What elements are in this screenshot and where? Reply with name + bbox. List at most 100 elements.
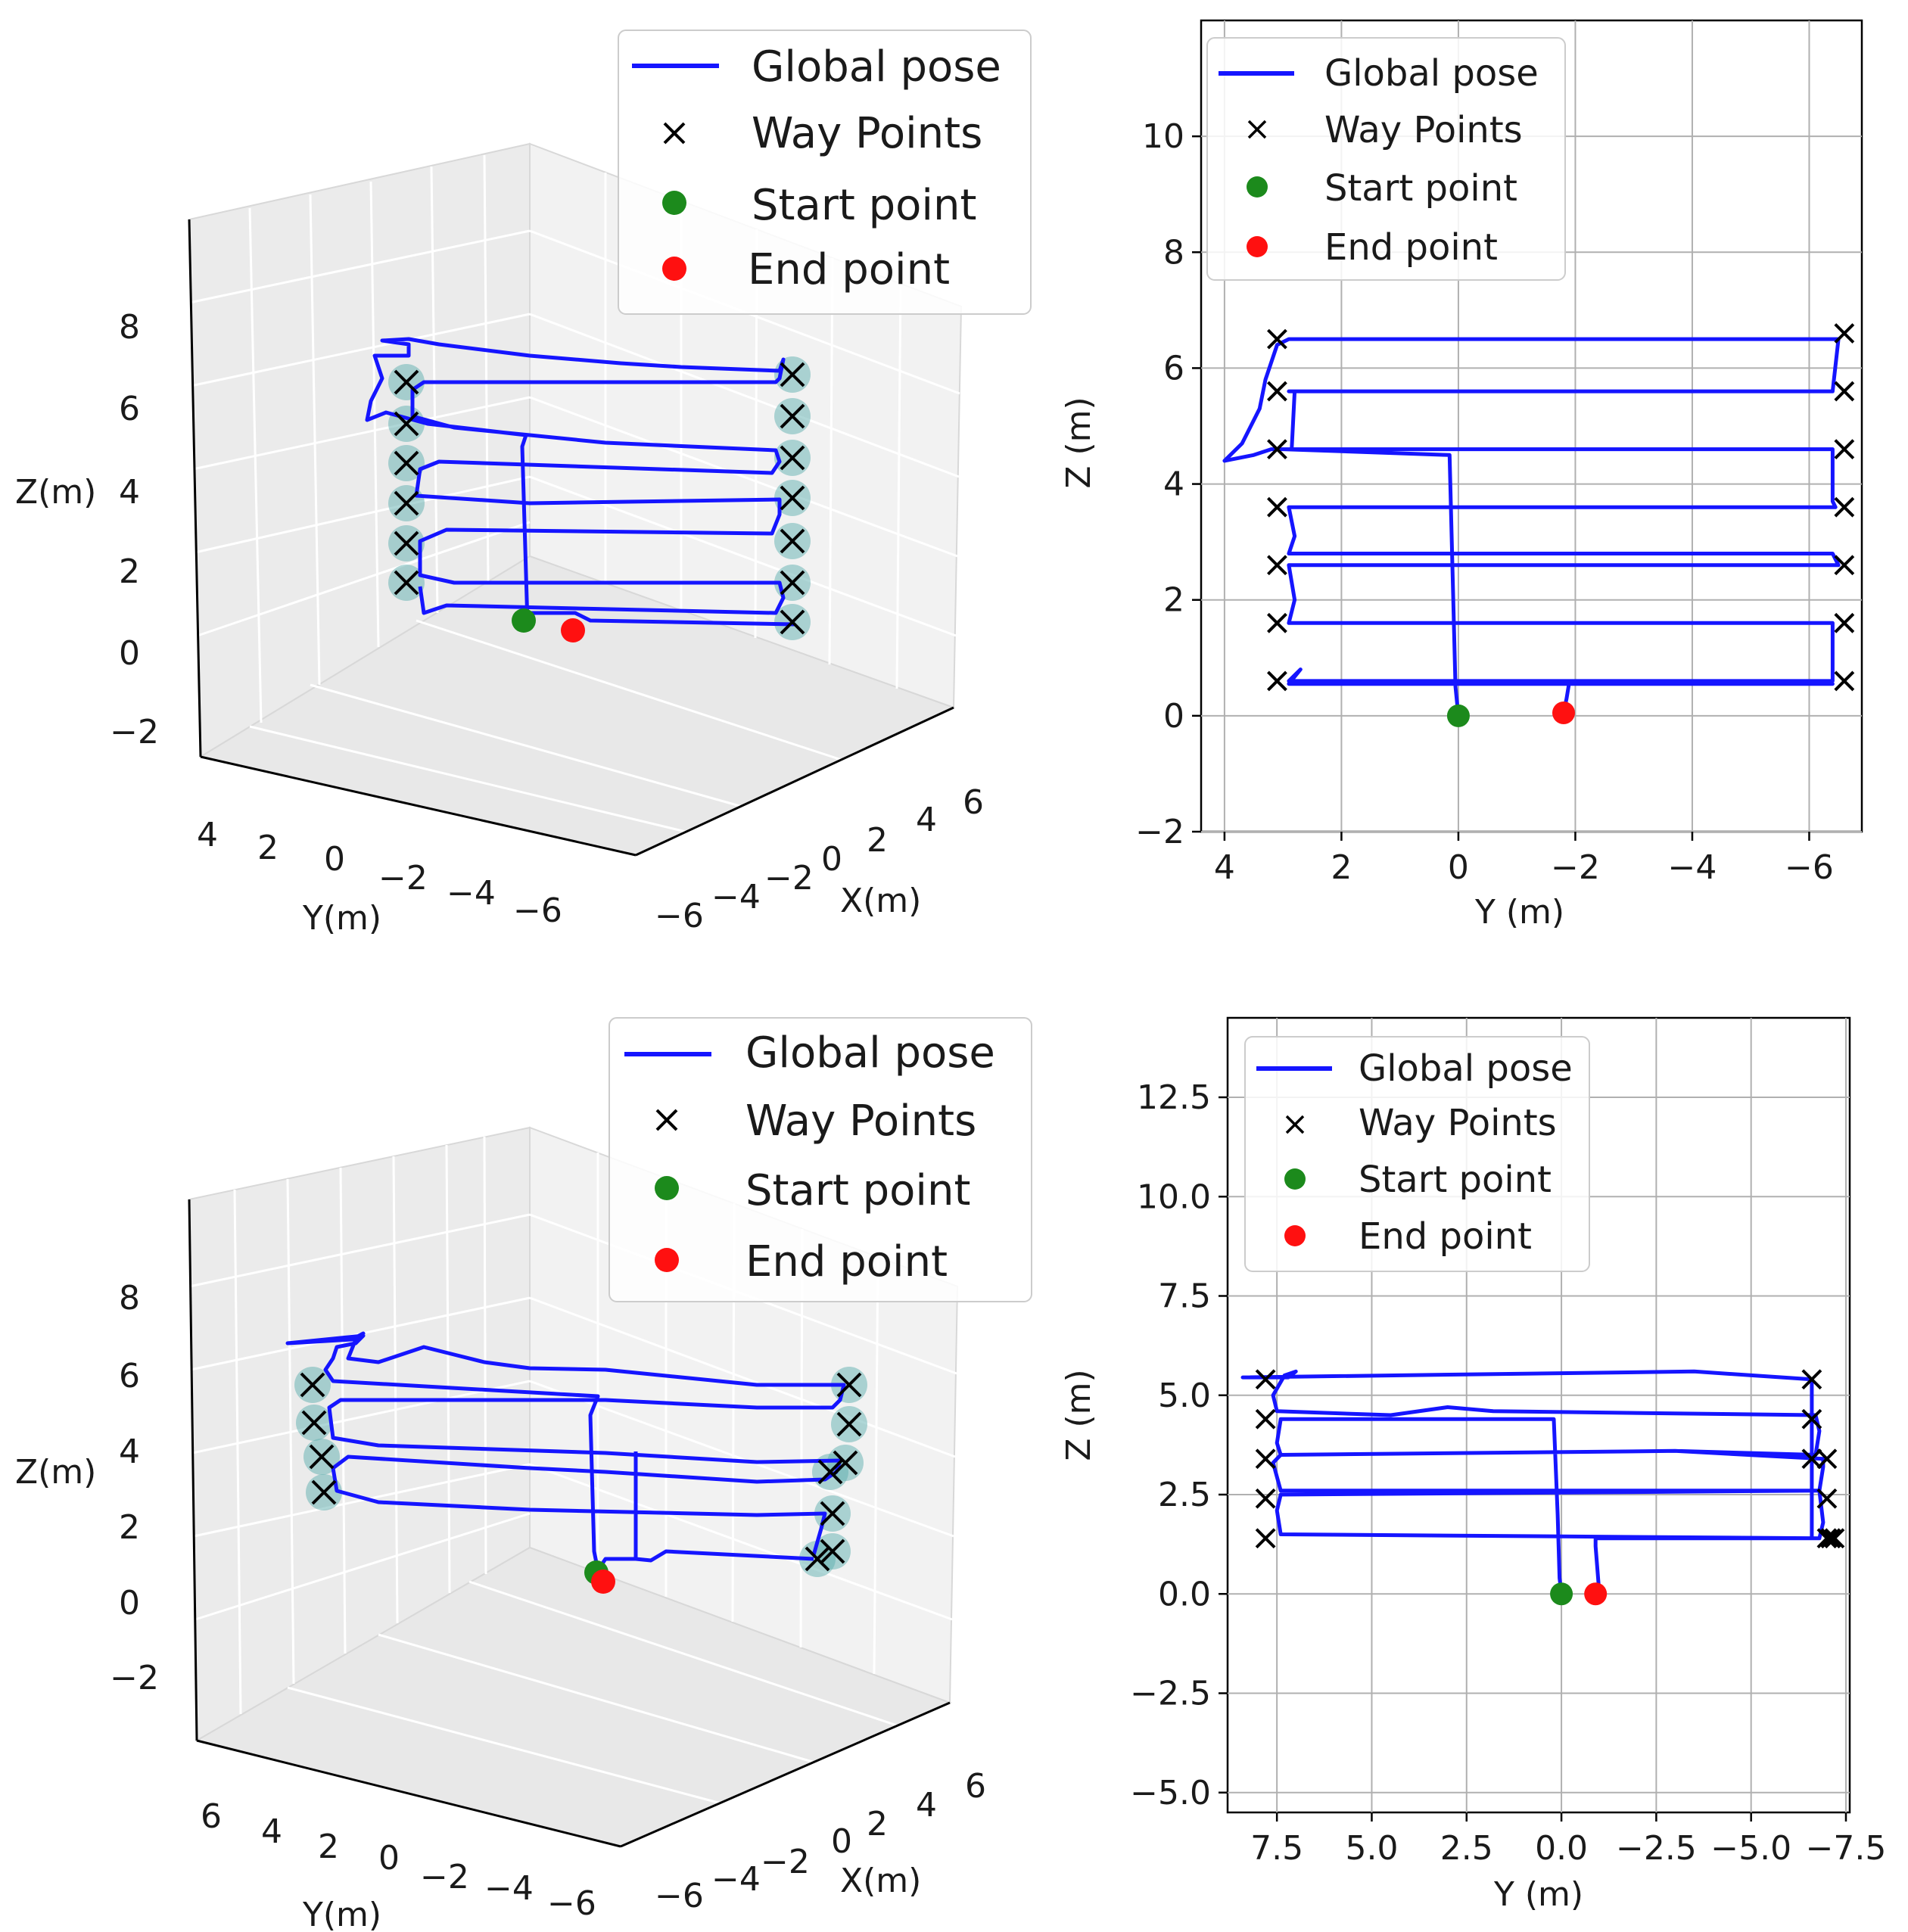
legend-x-swatch bbox=[1247, 120, 1267, 139]
legend-label: Way Points bbox=[752, 109, 982, 158]
z-ticks-top: 8 6 4 2 0 −2 bbox=[110, 308, 159, 751]
waypoints-3d-top bbox=[394, 362, 805, 635]
y-axis-label: Y(m) bbox=[302, 899, 381, 938]
y-tick: 6 bbox=[201, 1797, 222, 1836]
x-ticks-top: −6 −4 −2 0 2 4 6 bbox=[655, 783, 984, 935]
legend-x-swatch bbox=[1285, 1115, 1305, 1134]
x-tick-label: 0.0 bbox=[1535, 1829, 1588, 1868]
z-tick: 4 bbox=[119, 1433, 140, 1471]
legend-label: End point bbox=[1324, 226, 1498, 269]
legend-label: Start point bbox=[745, 1166, 970, 1215]
waypoint-marker bbox=[1801, 1369, 1822, 1390]
x-tick: −6 bbox=[655, 897, 704, 935]
waypoint-marker bbox=[1255, 1448, 1276, 1470]
grid-3d bbox=[188, 154, 960, 834]
z-tick: −2 bbox=[110, 1659, 159, 1697]
x-tick: 2 bbox=[867, 821, 888, 860]
z-ticks-bottom: 8 6 4 2 0 −2 bbox=[110, 1279, 159, 1697]
z-axis-line bbox=[188, 1199, 198, 1741]
legend-x-swatch bbox=[655, 1109, 678, 1131]
x-tick: −2 bbox=[761, 1843, 810, 1881]
global-pose-line-2d-top bbox=[1222, 337, 1841, 717]
waypoint-marker bbox=[1816, 1528, 1838, 1549]
y-tick: −4 bbox=[484, 1869, 534, 1908]
waypoint-marker bbox=[1255, 1408, 1276, 1430]
y-tick: −4 bbox=[447, 874, 496, 913]
legend-end-swatch bbox=[655, 1248, 679, 1272]
waypoint-marker bbox=[1834, 555, 1855, 576]
waypoint-marker bbox=[1834, 381, 1855, 402]
legend-top-left: Global pose Way Points Start point End p… bbox=[618, 30, 1032, 315]
legend-bottom-right: Global pose Way Points Start point End p… bbox=[1244, 1036, 1590, 1272]
x-tick-label: 4 bbox=[1214, 848, 1235, 887]
end-point-2d-top bbox=[1552, 702, 1575, 725]
z-tick: 4 bbox=[119, 473, 140, 512]
y-tick-label: 10.0 bbox=[1137, 1178, 1211, 1216]
start-point-2d-bottom bbox=[1550, 1582, 1573, 1606]
z-tick: 2 bbox=[119, 552, 140, 591]
y-axis-label: Y(m) bbox=[302, 1896, 381, 1932]
y-tick: 0 bbox=[378, 1839, 400, 1878]
x-tick: 6 bbox=[965, 1767, 986, 1806]
y-axis-line bbox=[200, 755, 637, 857]
x-tick-label: 5.0 bbox=[1345, 1829, 1398, 1868]
waypoint-marker bbox=[1267, 555, 1287, 576]
z-axis-line bbox=[188, 219, 202, 758]
waypoint-marker bbox=[1834, 670, 1855, 692]
waypoint-marker bbox=[1255, 1528, 1276, 1549]
waypoint-marker bbox=[1267, 670, 1287, 692]
z-tick: 2 bbox=[119, 1508, 140, 1547]
y-tick-label: −5.0 bbox=[1130, 1774, 1211, 1812]
start-point-3d-top bbox=[512, 608, 536, 633]
waypoint-marker bbox=[1816, 1488, 1838, 1509]
x-tick: 0 bbox=[831, 1822, 852, 1861]
x-tick: −6 bbox=[655, 1877, 704, 1915]
x-axis-label: Y (m) bbox=[1474, 893, 1564, 932]
legend-label: Start point bbox=[1324, 167, 1517, 210]
x-axis-label: X(m) bbox=[840, 1862, 921, 1900]
z-tick: 8 bbox=[119, 1279, 140, 1318]
legend-bottom-left: Global pose Way Points Start point End p… bbox=[609, 1017, 1032, 1302]
y-tick-label: 5.0 bbox=[1158, 1377, 1211, 1415]
waypoint-marker bbox=[1834, 496, 1855, 518]
waypoint-marker bbox=[1820, 1528, 1841, 1549]
legend-start-swatch bbox=[1247, 176, 1268, 198]
legend-top-right: Global pose Way Points Start point End p… bbox=[1206, 37, 1566, 281]
legend-label: End point bbox=[748, 245, 950, 294]
x-tick: 4 bbox=[916, 801, 937, 839]
y-tick-label: 2.5 bbox=[1158, 1476, 1211, 1514]
x-tick: −2 bbox=[764, 859, 814, 898]
waypoints-3d-bottom bbox=[300, 1372, 862, 1572]
legend-label: Way Points bbox=[1324, 109, 1523, 151]
y-tick: −2 bbox=[378, 859, 428, 898]
y-tick-label: 2 bbox=[1163, 581, 1184, 620]
x-tick-label: 2.5 bbox=[1440, 1829, 1493, 1868]
z-tick: 8 bbox=[119, 308, 140, 347]
x-tick-label: 7.5 bbox=[1250, 1829, 1303, 1868]
z-axis-label: Z(m) bbox=[15, 1453, 96, 1492]
x-axis-label: Y (m) bbox=[1493, 1875, 1583, 1914]
x-axis-label: X(m) bbox=[840, 882, 921, 920]
waypoint-marker bbox=[1255, 1369, 1276, 1390]
grid-3d bbox=[188, 1136, 957, 1806]
legend-label: Global pose bbox=[752, 42, 1001, 92]
legend-start-swatch bbox=[655, 1176, 679, 1200]
y-tick: −6 bbox=[547, 1884, 596, 1923]
legend-label: End point bbox=[745, 1237, 948, 1286]
start-point-2d-top bbox=[1446, 704, 1470, 727]
legend-label: End point bbox=[1359, 1215, 1532, 1258]
waypoint-marker bbox=[1267, 439, 1287, 460]
legend-label: Way Points bbox=[745, 1097, 976, 1146]
y-axis-label: Z (m) bbox=[1060, 1369, 1098, 1461]
y-tick-label: 0.0 bbox=[1158, 1575, 1211, 1613]
z-tick: 6 bbox=[119, 1357, 140, 1395]
waypoint-marker bbox=[1267, 328, 1287, 350]
waypoint-marker bbox=[1255, 1488, 1276, 1509]
legend-label: Global pose bbox=[1359, 1047, 1573, 1090]
y-ticks-top: 4 2 0 −2 −4 −6 bbox=[197, 816, 562, 930]
legend-label: Way Points bbox=[1359, 1102, 1557, 1144]
legend-label: Global pose bbox=[1324, 52, 1539, 95]
waypoint-marker bbox=[1834, 323, 1855, 344]
x-tick-label: 2 bbox=[1331, 848, 1352, 887]
